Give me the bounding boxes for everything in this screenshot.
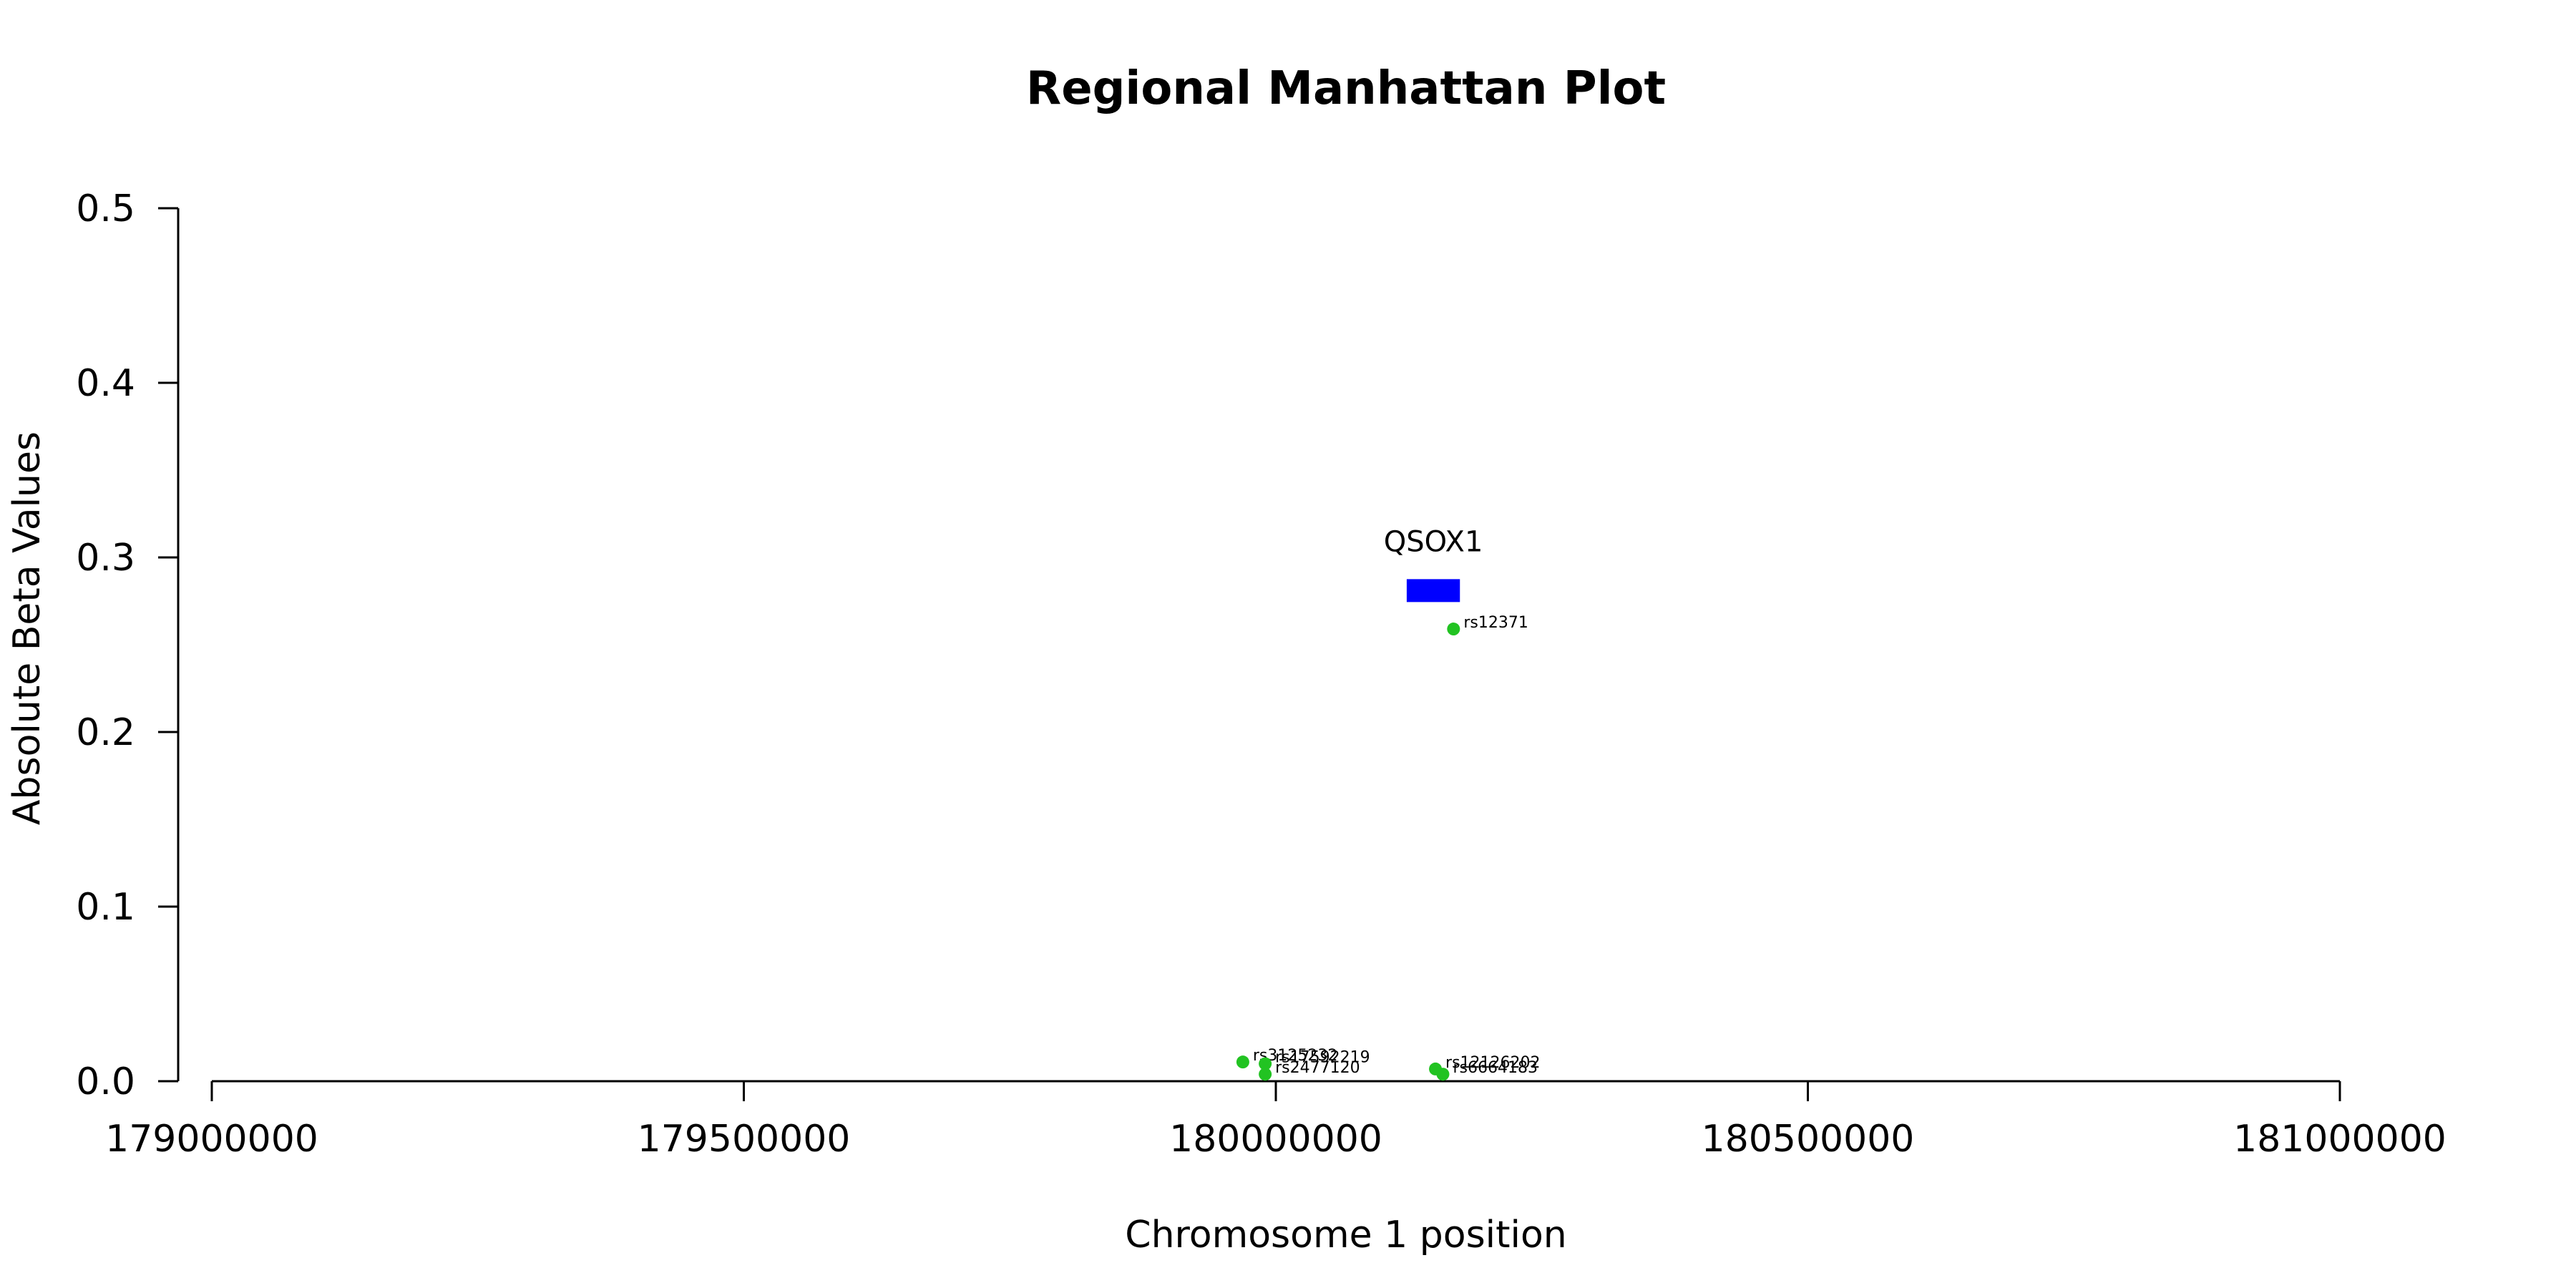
snp-label: rs17592219: [1275, 1049, 1370, 1067]
gene-label: QSOX1: [1384, 525, 1483, 558]
snp-point: [1259, 1057, 1272, 1070]
y-tick-label: 0.4: [76, 362, 135, 405]
chart-title: Regional Manhattan Plot: [1026, 62, 1666, 115]
x-tick-label: 181000000: [2233, 1118, 2446, 1161]
snp-label: rs12126202: [1445, 1054, 1540, 1072]
gene-track: QSOX1: [1384, 525, 1483, 602]
snp-point: [1259, 1068, 1272, 1081]
x-tick-label: 180000000: [1169, 1118, 1382, 1161]
y-tick-label: 0.5: [76, 187, 135, 230]
x-tick-label: 179000000: [105, 1118, 318, 1161]
snp-point: [1236, 1055, 1249, 1069]
y-axis-label: Absolute Beta Values: [6, 431, 49, 825]
axes: 179000000 179500000 180000000 180500000 1810…: [76, 187, 2446, 1161]
x-axis-label: Chromosome 1 position: [1125, 1214, 1566, 1257]
snp-label: rs12371: [1463, 614, 1528, 632]
snp-label: rs2477120: [1275, 1059, 1360, 1077]
snp-label: rs6664183: [1453, 1059, 1538, 1077]
y-tick-label: 0.1: [76, 886, 135, 929]
snp-point: [1436, 1068, 1450, 1081]
x-tick-label: 179500000: [638, 1118, 851, 1161]
y-tick-label: 0.0: [76, 1060, 135, 1103]
y-tick-label: 0.2: [76, 711, 135, 754]
x-tick-label: 180500000: [1702, 1118, 1915, 1161]
snp-point: [1447, 623, 1460, 636]
y-tick-label: 0.3: [76, 537, 135, 580]
gene-bar: [1406, 579, 1460, 602]
